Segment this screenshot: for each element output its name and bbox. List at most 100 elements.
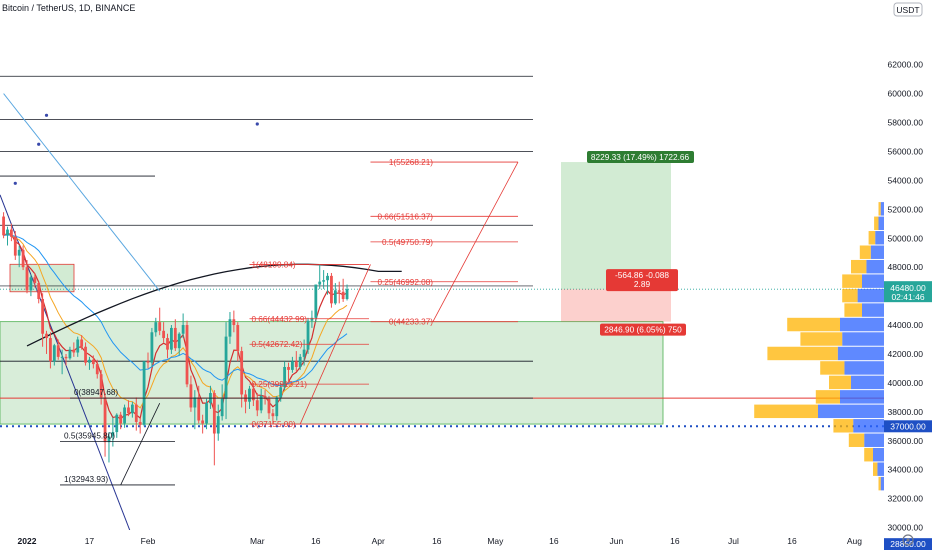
price-tick-label: 34000.00 bbox=[888, 465, 924, 475]
candle-body bbox=[259, 395, 263, 411]
candle-body bbox=[341, 291, 345, 300]
volume-bar-up bbox=[870, 245, 884, 259]
candle-body bbox=[76, 339, 80, 353]
candle-body bbox=[201, 420, 205, 424]
ema-slow-line bbox=[3, 234, 348, 387]
candle-body bbox=[52, 345, 56, 362]
candle-body bbox=[326, 275, 329, 281]
candle-body bbox=[170, 327, 173, 350]
candle-body bbox=[306, 320, 310, 350]
volume-bar-down bbox=[873, 462, 878, 476]
fib-right-label: 1(55268.21) bbox=[389, 158, 433, 167]
candle-body bbox=[294, 361, 298, 367]
candle-body bbox=[314, 284, 318, 318]
candle-body bbox=[322, 280, 326, 282]
fib-right-label: 0.5(49750.79) bbox=[382, 238, 433, 247]
volume-bar-down bbox=[820, 361, 845, 375]
fib-left-trend bbox=[120, 402, 161, 486]
price-tick-label: 32000.00 bbox=[888, 494, 924, 504]
price-tick-label: 58000.00 bbox=[888, 118, 924, 128]
price-tick-label: 36000.00 bbox=[888, 436, 924, 446]
currency-badge[interactable]: USDT bbox=[893, 2, 923, 17]
middle-label-1: -564.86 -0.088 bbox=[615, 270, 669, 280]
candle-body bbox=[193, 397, 197, 408]
candle-body bbox=[142, 361, 146, 425]
dotted-level-label: 28850.00 bbox=[890, 539, 926, 549]
candle-body bbox=[267, 398, 271, 414]
volume-bar-down bbox=[878, 202, 881, 216]
volume-bar-down bbox=[754, 404, 818, 419]
candle-body bbox=[291, 361, 294, 370]
candle-body bbox=[181, 325, 185, 334]
volume-bar-up bbox=[837, 346, 884, 361]
indicator-dot bbox=[13, 181, 17, 185]
price-tick-label: 38000.00 bbox=[888, 407, 924, 417]
candle-body bbox=[173, 327, 177, 349]
candle-body bbox=[318, 281, 322, 285]
candle-body bbox=[88, 359, 91, 363]
volume-bar-up bbox=[842, 332, 884, 346]
chart-title: Bitcoin / TetherUS, 1D, BINANCE bbox=[2, 3, 135, 13]
time-tick-label: 17 bbox=[85, 536, 95, 546]
volume-profile bbox=[754, 202, 884, 491]
candle-body bbox=[13, 236, 17, 256]
indicator-dot bbox=[255, 122, 259, 126]
candle-body bbox=[2, 216, 5, 236]
candle-body bbox=[310, 317, 314, 321]
time-tick-label: 2022 bbox=[18, 536, 37, 546]
candle-body bbox=[6, 229, 9, 236]
fib-red-label: 0(37155.00) bbox=[251, 420, 295, 429]
candle-body bbox=[127, 407, 130, 414]
candles-layer[interactable] bbox=[2, 212, 349, 466]
countdown-label: 02:41:46 bbox=[891, 292, 924, 302]
candle-body bbox=[138, 421, 142, 425]
time-tick-label: 16 bbox=[787, 536, 797, 546]
candle-body bbox=[33, 277, 37, 284]
position-tool[interactable]: 8229.33 (17.49%) 1722.66 -564.86 -0.0882.… bbox=[561, 151, 694, 336]
fib-right-label: 0.66(51516.37) bbox=[377, 212, 433, 221]
price-tick-label: 44000.00 bbox=[888, 320, 924, 330]
indicator-dot bbox=[44, 113, 49, 117]
time-tick-label: 16 bbox=[311, 536, 321, 546]
price-tick-label: 60000.00 bbox=[888, 89, 924, 99]
fibonacci-layer[interactable]: 0(38947.68) 0.5(35945.80) 1(32943.93) 1(481… bbox=[60, 158, 533, 486]
price-tick-label: 54000.00 bbox=[888, 175, 924, 185]
candle-body bbox=[166, 338, 169, 350]
candle-body bbox=[84, 346, 87, 363]
ema-200-line bbox=[26, 263, 402, 347]
time-axis[interactable]: 2022 17 Feb Mar 16 Apr 16 May 16 Jun 16 Jul 16 Aug bbox=[0, 530, 884, 550]
candle-body bbox=[189, 384, 193, 408]
volume-bar-up bbox=[862, 274, 884, 288]
volume-bar-down bbox=[878, 476, 881, 491]
candle-body bbox=[123, 407, 126, 424]
candle-body bbox=[29, 277, 33, 291]
volume-bar-down bbox=[800, 332, 843, 346]
dotted-level-badge bbox=[884, 538, 932, 550]
ema-100-line bbox=[3, 93, 161, 292]
volume-bar-up bbox=[851, 375, 884, 390]
candle-body bbox=[275, 397, 279, 417]
volume-bar-up bbox=[857, 288, 884, 303]
price-tick-label: 40000.00 bbox=[888, 378, 924, 388]
dotted-level-label: 37000.00 bbox=[890, 421, 926, 431]
time-tick-label: Jun bbox=[609, 536, 623, 546]
candle-body bbox=[56, 345, 60, 357]
price-axis[interactable]: 30000.00 32000.00 34000.00 36000.00 38000.00… bbox=[884, 0, 932, 550]
candle-body bbox=[21, 249, 25, 268]
price-tick-label: 56000.00 bbox=[888, 146, 924, 156]
ema-medium-line bbox=[3, 233, 348, 409]
candle-body bbox=[236, 325, 240, 352]
settings-icon[interactable] bbox=[902, 534, 914, 546]
volume-bar-down bbox=[842, 288, 858, 303]
volume-bar-down bbox=[844, 303, 862, 317]
last-price-label: 46480.00 bbox=[890, 283, 926, 293]
fib-red-label: 0.66(44432.99) bbox=[251, 315, 307, 324]
middle-label-bg bbox=[606, 269, 678, 292]
volume-bar-down bbox=[874, 216, 879, 231]
candle-body bbox=[134, 404, 138, 422]
candle-body bbox=[115, 414, 119, 433]
candle-body bbox=[228, 319, 232, 337]
time-tick-label: Jul bbox=[728, 536, 739, 546]
